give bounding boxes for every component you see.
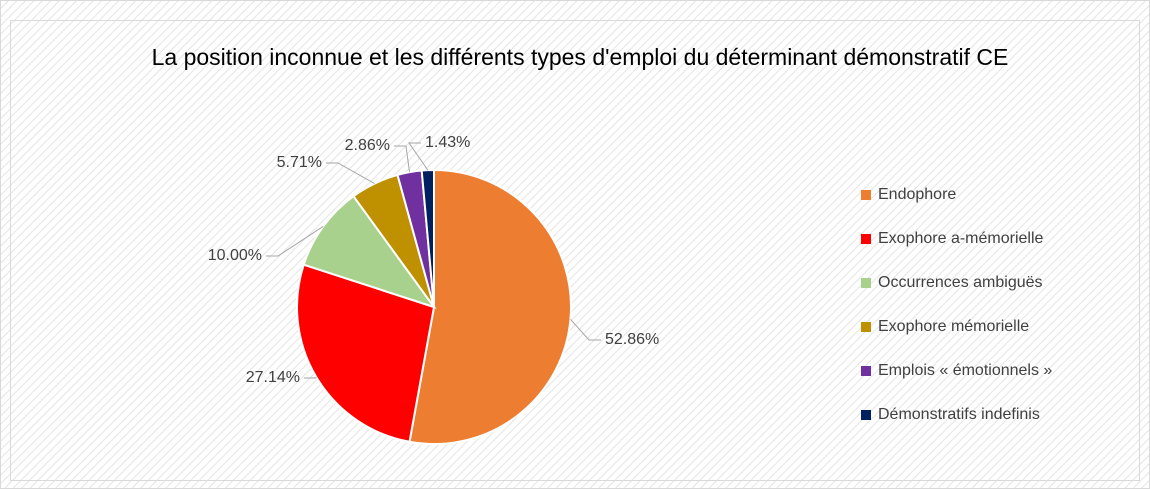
legend-label: Endophore: [878, 186, 956, 203]
leader-line: [394, 145, 411, 173]
pie-slice: [302, 194, 437, 309]
legend-label: Démonstratifs indefinis: [878, 406, 1040, 423]
legend-label: Occurrences ambiguës: [878, 274, 1043, 291]
data-label: 5.71%: [277, 154, 322, 171]
legend-label: Exophore mémorielle: [878, 318, 1029, 335]
legend-swatch: [861, 322, 871, 332]
legend-label: Emplois « émotionnels »: [878, 362, 1052, 379]
legend-swatch: [861, 234, 871, 244]
legend-swatch: [861, 278, 871, 288]
leader-line: [326, 162, 375, 185]
legend-label: Exophore a-mémorielle: [878, 230, 1044, 247]
data-label: 52.86%: [605, 331, 659, 348]
leader-line: [408, 142, 429, 171]
plot-frame: [10, 20, 1140, 481]
pie-slice: [408, 168, 572, 445]
data-label: 1.43%: [425, 134, 470, 151]
leader-line: [570, 318, 601, 341]
pie-slice: [420, 168, 435, 308]
legend-swatch: [861, 366, 871, 376]
data-label: 2.86%: [345, 137, 390, 154]
data-label: 27.14%: [246, 369, 300, 386]
leader-line: [304, 377, 317, 379]
legend-swatch: [861, 190, 871, 200]
data-label: 10.00%: [208, 247, 262, 264]
leader-line: [266, 226, 324, 257]
legend-swatch: [861, 410, 871, 420]
chart-title: La position inconnue et les différents t…: [151, 44, 1009, 70]
